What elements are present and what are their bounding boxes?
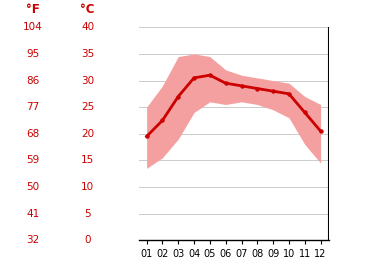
Text: 25: 25 bbox=[81, 102, 94, 112]
Text: 20: 20 bbox=[81, 129, 94, 139]
Text: 59: 59 bbox=[26, 155, 39, 165]
Text: 40: 40 bbox=[81, 22, 94, 32]
Text: 32: 32 bbox=[26, 235, 39, 245]
Text: °C: °C bbox=[80, 3, 95, 16]
Text: 35: 35 bbox=[81, 49, 94, 59]
Text: 95: 95 bbox=[26, 49, 39, 59]
Text: 50: 50 bbox=[26, 182, 39, 192]
Text: 41: 41 bbox=[26, 209, 39, 219]
Text: 77: 77 bbox=[26, 102, 39, 112]
Text: 5: 5 bbox=[84, 209, 91, 219]
Text: 86: 86 bbox=[26, 76, 39, 85]
Text: 104: 104 bbox=[23, 22, 43, 32]
Text: 0: 0 bbox=[84, 235, 91, 245]
Text: 15: 15 bbox=[81, 155, 94, 165]
Text: °F: °F bbox=[26, 3, 40, 16]
Text: 30: 30 bbox=[81, 76, 94, 85]
Text: 10: 10 bbox=[81, 182, 94, 192]
Text: 68: 68 bbox=[26, 129, 39, 139]
